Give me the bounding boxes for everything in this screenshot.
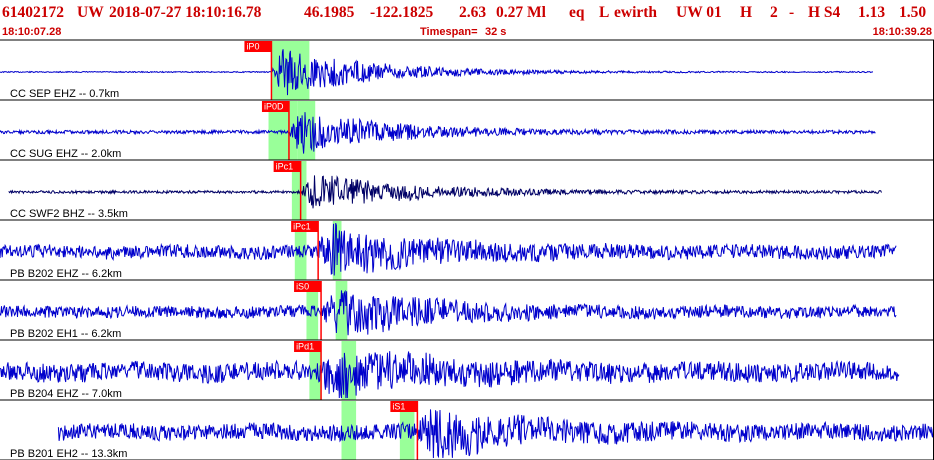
trace-4: iPc1 PB B202 EHZ -- 6.2km [0,221,897,280]
event-analyst: ewirth [614,4,658,21]
event-quality: H [740,4,753,21]
waveform [0,289,897,336]
trace-5: iS0 PB B202 EH1 -- 6.2km [0,281,897,340]
pick-flag [390,401,418,412]
timespan-label: Timespan= [420,26,478,38]
pick-flag-label: iPc1 [293,222,311,232]
station-label: CC SWF2 BHZ -- 3.5km [10,208,128,220]
pick-flag [261,101,289,112]
waveform [0,351,900,399]
pick-flag [294,281,322,292]
waveform [57,409,934,459]
event-network: UW [77,4,104,21]
pick-window [335,281,348,340]
event-source: UW 01 [676,4,722,21]
station-label: CC SUG EHZ -- 2.0km [10,148,121,160]
trace-1: iP0 CC SEP EHZ -- 0.7km [0,41,874,100]
pick-flag-label: iS1 [392,402,405,412]
event-type: eq [569,4,585,21]
pick-flag-label: iPd1 [296,342,314,352]
pick-flag [273,161,301,172]
pick-window [399,401,415,460]
trace-3: iPc1 CC SWF2 BHZ -- 3.5km [8,161,882,220]
waveform [0,49,874,96]
trace-2: iP0D CC SUG EHZ -- 2.0km [0,101,876,160]
event-longitude: -122.1825 [370,4,434,21]
event-datetime: 2018-07-27 18:10:16.78 [109,4,262,21]
event-review: L [599,4,610,21]
end-time-label: 18:10:39.28 [872,26,932,38]
station-label: CC SEP EHZ -- 0.7km [10,88,119,100]
trace-7: iS1 PB B201 EH2 -- 13.3km [10,401,934,460]
event-header: 61402172 UW 2018-07-27 18:10:16.78 46.19… [0,0,934,25]
station-label: PB B202 EHZ -- 6.2km [10,268,122,280]
event-latitude: 46.1985 [304,4,355,21]
pick-flag [294,341,322,352]
event-field5: 1.50 [899,4,927,21]
event-magnitude: 0.27 Ml [496,4,546,21]
pick-flag-label: iS0 [296,282,309,292]
start-time-label: 18:10:07.28 [2,26,62,38]
pick-window [306,281,319,340]
station-label: PB B202 EH1 -- 6.2km [10,328,121,340]
waveform [0,112,876,154]
pick-flag-label: iP0 [246,42,259,52]
time-axis-header: 18:10:07.28 Timespan= 32 s 18:10:39.28 [0,25,934,40]
event-field2: - [789,4,795,21]
event-depth: 2.63 [459,4,487,21]
pick-window [291,161,307,220]
pick-flag [244,41,272,52]
waveform [0,222,897,276]
waveform [8,175,882,209]
station-label: PB B201 EH2 -- 13.3km [10,448,127,460]
pick-flag-label: iPc1 [276,162,294,172]
event-id: 61402172 [2,4,64,21]
event-field3: H S4 [808,4,841,21]
pick-flag-label: iP0D [264,102,284,112]
timespan-value: 32 s [485,26,507,38]
trace-6: iPd1 PB B204 EHZ -- 7.0km [0,341,900,400]
station-label: PB B204 EHZ -- 7.0km [10,388,122,400]
pick-window [294,221,307,280]
event-field4: 1.13 [858,4,886,21]
pick-flag [291,221,319,232]
event-field1: 2 [770,4,778,21]
